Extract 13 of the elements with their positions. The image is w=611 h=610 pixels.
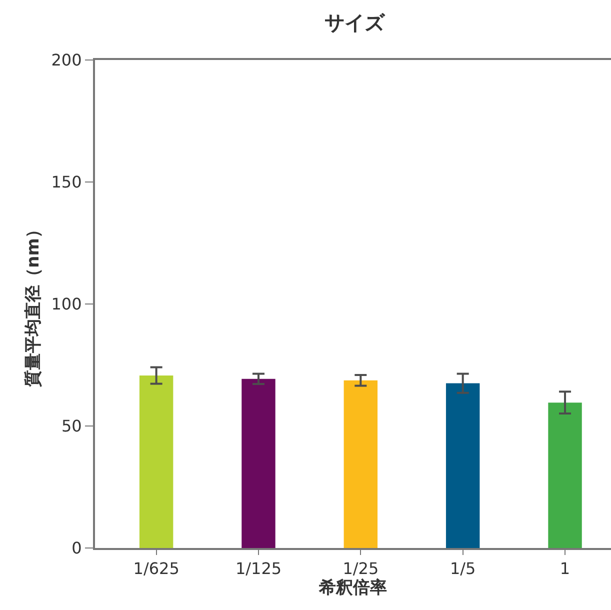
x-axis-title: 希釈倍率 [318,578,387,598]
x-tick-label: 1/5 [450,559,476,578]
y-tick-label: 50 [61,416,82,436]
y-axis-title: 質量平均直径（nm） [23,221,44,388]
y-tick-label: 200 [51,50,82,70]
x-tick-label: 1/125 [235,559,282,578]
x-tick-label: 1/625 [133,559,180,578]
x-tick-label: 1 [560,559,570,578]
y-tick-label: 100 [51,294,82,314]
y-tick-label: 0 [72,538,82,558]
x-tick-label: 1/25 [342,559,379,578]
y-tick-label: 150 [51,172,82,192]
chart-title: サイズ [324,10,386,34]
